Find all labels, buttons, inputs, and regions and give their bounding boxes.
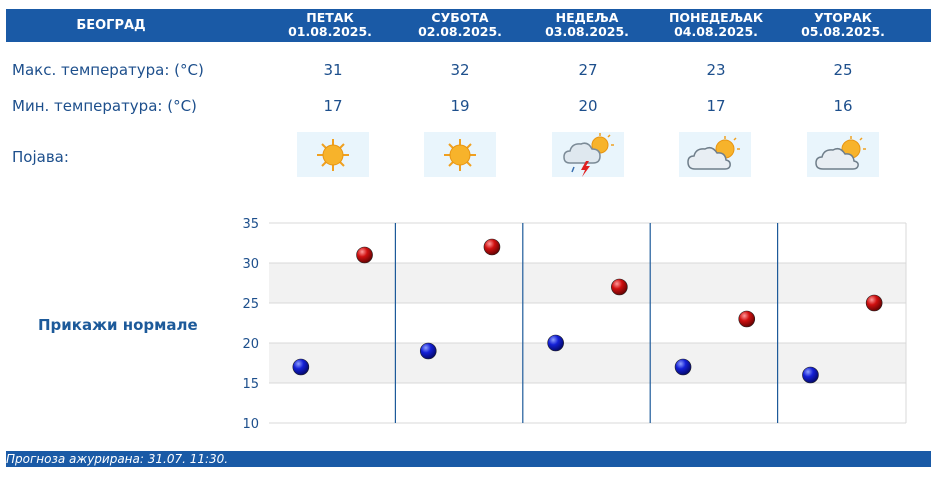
min-temp-value: 17 [323, 97, 343, 115]
day-date: 01.08.2025. [288, 24, 372, 39]
y-tick-label: 25 [242, 297, 259, 312]
chart-band [269, 343, 906, 383]
max-temp-marker [865, 294, 883, 312]
weather-icon-cell [552, 132, 624, 177]
min-temp-value: 16 [833, 97, 853, 115]
min-temp-label: Мин. температура: (°C) [12, 97, 197, 115]
max-temp-value: 27 [578, 61, 598, 79]
day-header: УТОРАК 05.08.2025. [783, 11, 903, 39]
min-temp-value: 17 [706, 97, 726, 115]
max-temp-value: 25 [833, 61, 853, 79]
day-name: ПЕТАК [306, 10, 354, 25]
day-name: УТОРАК [814, 10, 872, 25]
day-date: 04.08.2025. [674, 24, 758, 39]
max-temp-value: 31 [323, 61, 343, 79]
min-temp-marker [674, 358, 692, 376]
show-normals-link[interactable]: Прикажи нормале [38, 316, 198, 334]
plot-area [269, 223, 906, 423]
sun-icon [317, 138, 349, 171]
footer-bar: Прогноза ажурирана: 31.07. 11:30. [6, 451, 931, 467]
max-temp-marker [738, 310, 756, 328]
phenomenon-label: Појава: [12, 148, 69, 166]
thunderstorm-icon [563, 132, 614, 177]
partly-cloudy-icon [687, 135, 740, 170]
sun-icon [444, 138, 476, 171]
day-date: 03.08.2025. [545, 24, 629, 39]
max-temp-value: 32 [450, 61, 470, 79]
partly-cloudy-icon [815, 135, 866, 170]
min-temp-marker [419, 342, 437, 360]
day-date: 02.08.2025. [418, 24, 502, 39]
day-name: СУБОТА [431, 10, 489, 25]
day-name: ПОНЕДЕЉАК [668, 10, 764, 25]
day-header: ПЕТАК 01.08.2025. [270, 11, 390, 39]
day-header: НЕДЕЉА 03.08.2025. [527, 11, 647, 39]
max-temp-label: Макс. температура: (°C) [12, 61, 204, 79]
day-header: СУБОТА 02.08.2025. [400, 11, 520, 39]
forecast-updated: Прогноза ажурирана: 31.07. 11:30. [6, 452, 229, 466]
max-temp-value: 23 [706, 61, 726, 79]
weather-icon-cell [297, 132, 369, 177]
y-tick-label: 20 [242, 337, 259, 352]
weather-icon-cell [679, 132, 751, 177]
min-temp-marker [547, 334, 564, 352]
weather-icon-cell [424, 132, 496, 177]
max-temp-marker [611, 278, 628, 296]
day-header: ПОНЕДЕЉАК 04.08.2025. [656, 11, 776, 39]
y-tick-label: 30 [242, 257, 259, 272]
y-tick-label: 35 [242, 217, 259, 232]
weather-icon-cell [807, 132, 879, 177]
header-bar: БЕОГРАД ПЕТАК 01.08.2025. СУБОТА 02.08.2… [6, 9, 931, 42]
min-temp-value: 19 [450, 97, 470, 115]
chart-band [269, 263, 906, 303]
min-temp-marker [292, 358, 310, 376]
min-temp-value: 20 [578, 97, 598, 115]
y-tick-label: 10 [242, 417, 259, 432]
day-name: НЕДЕЉА [555, 10, 619, 25]
day-date: 05.08.2025. [801, 24, 885, 39]
max-temp-marker [356, 246, 373, 264]
max-temp-marker [483, 238, 501, 256]
y-tick-label: 15 [242, 377, 259, 392]
min-temp-marker [802, 366, 819, 384]
city-name: БЕОГРАД [76, 18, 146, 33]
